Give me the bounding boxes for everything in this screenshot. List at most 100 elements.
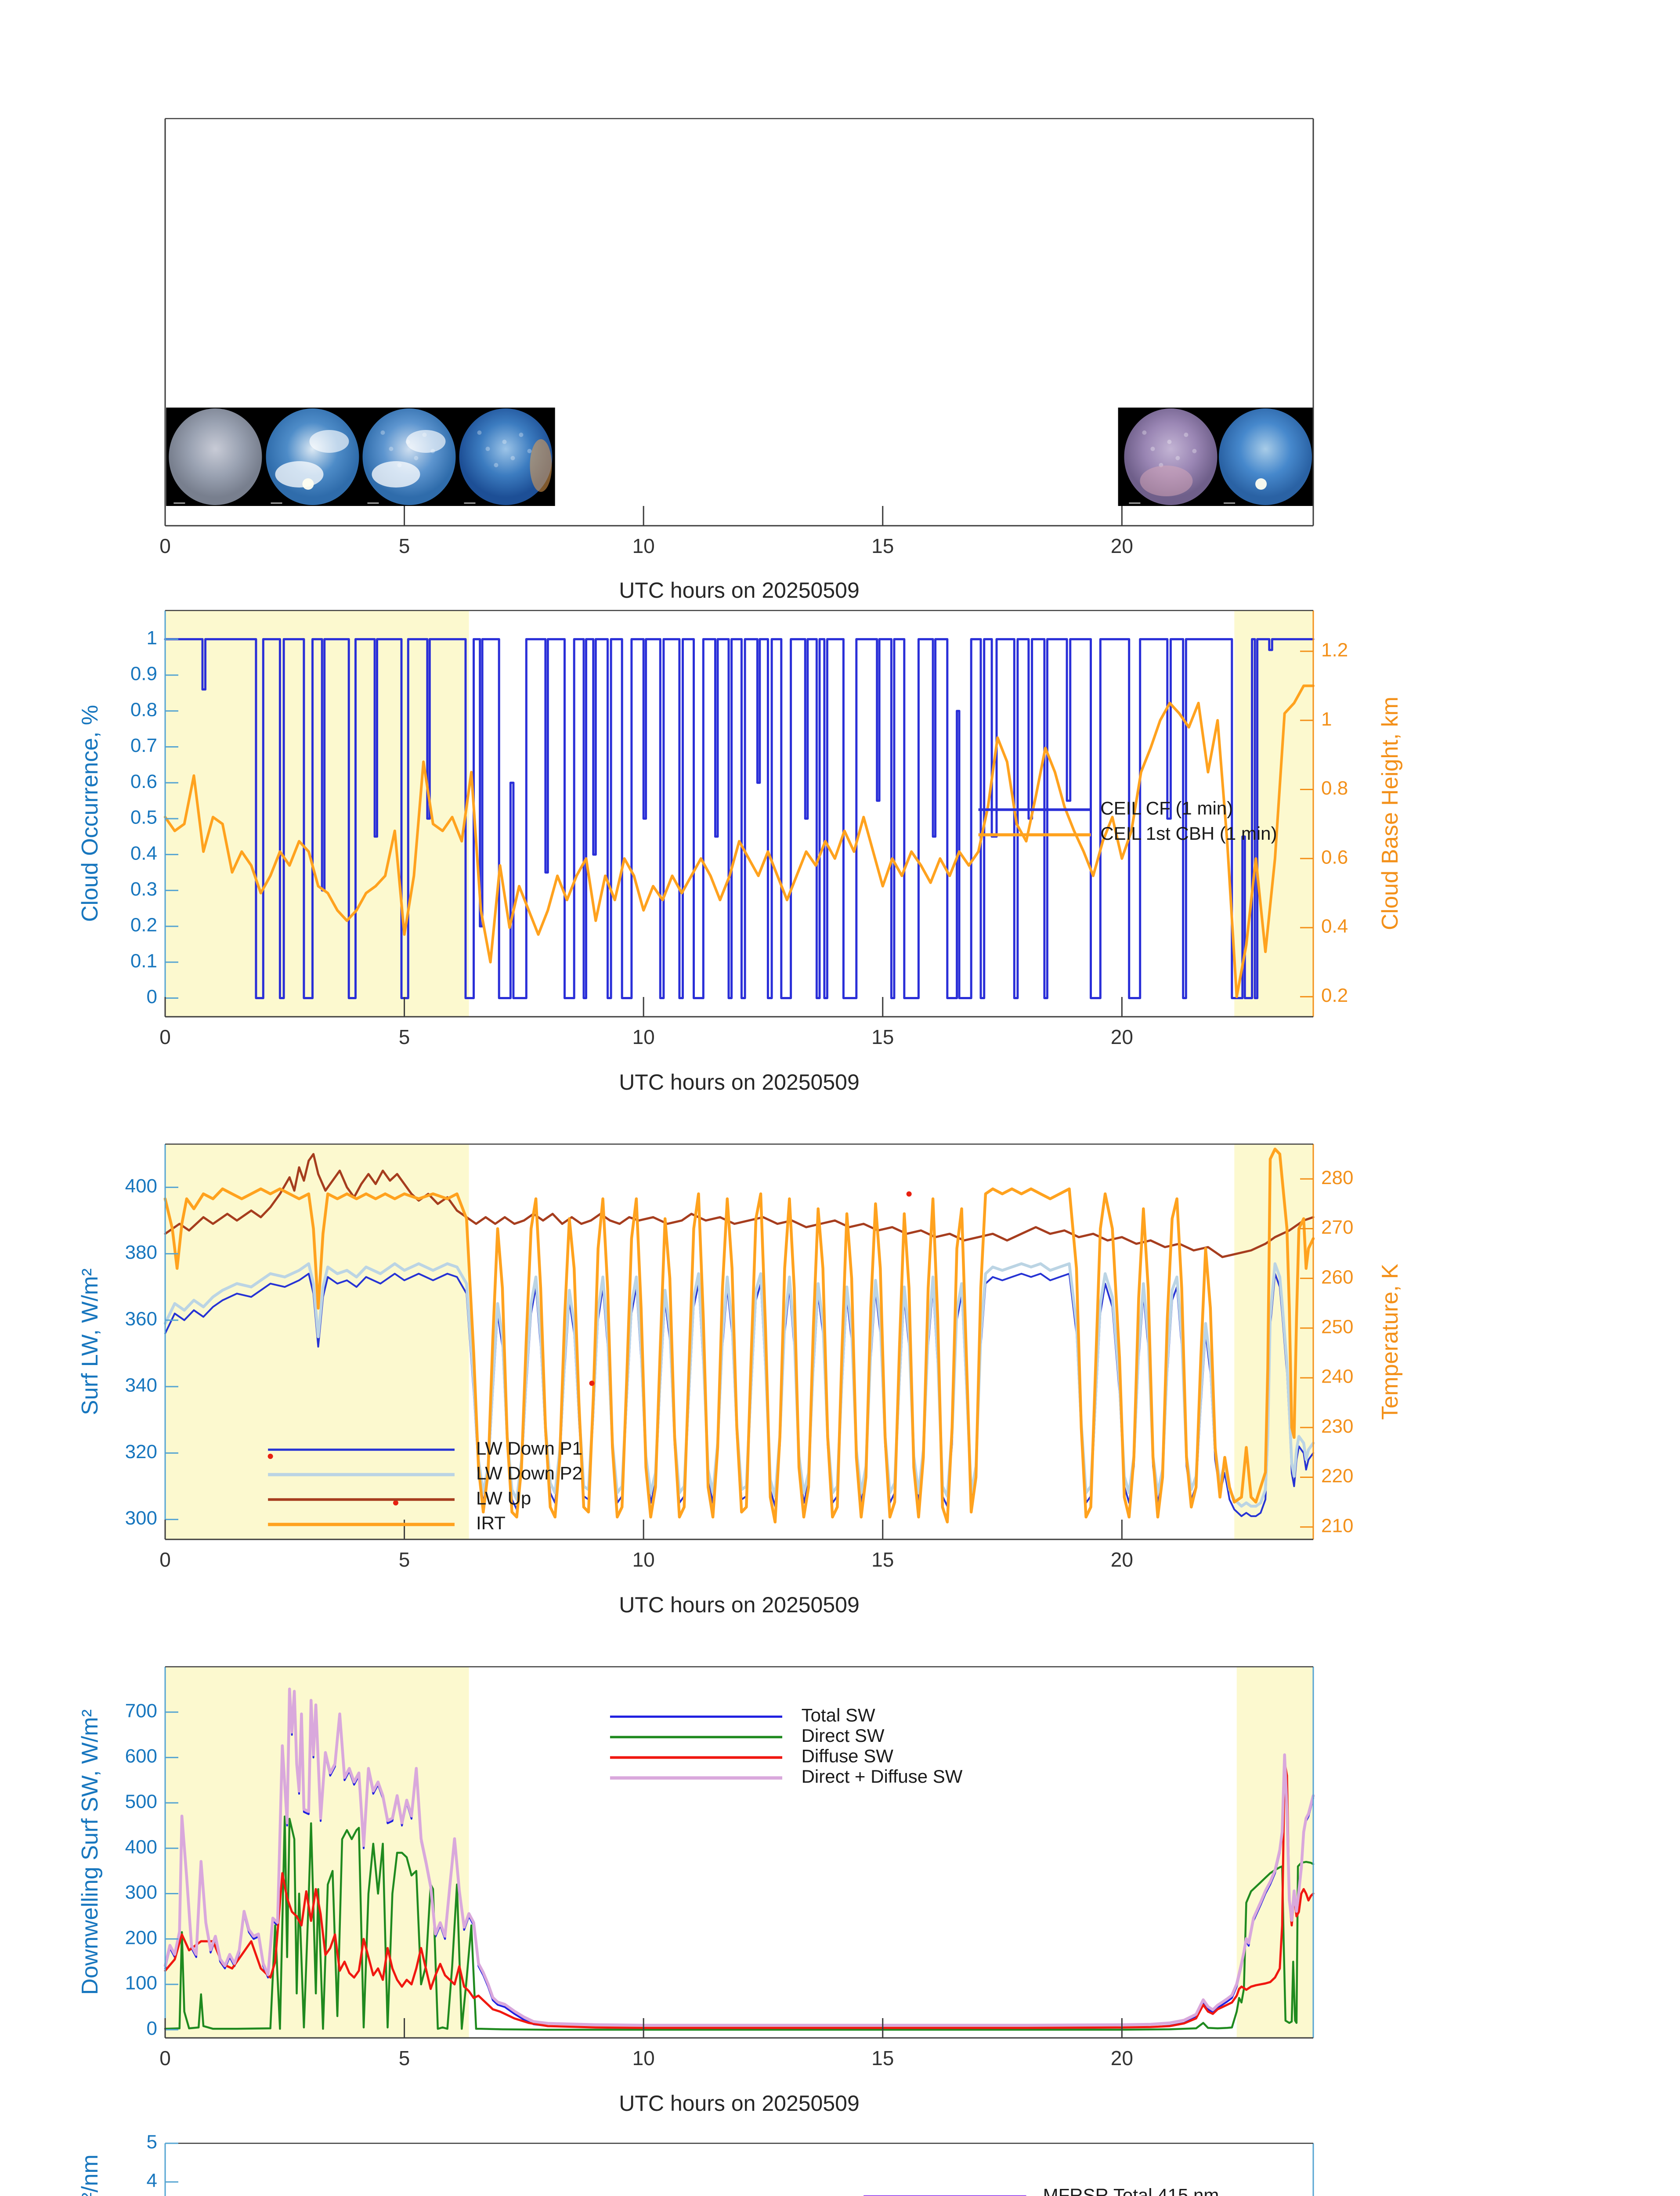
y-axis-label-cloud-base-height: Cloud Base Height, km — [1377, 697, 1403, 930]
droplet — [527, 449, 532, 453]
image-caption-mark — [367, 502, 379, 504]
y-tick-label: 200 — [125, 1927, 157, 1948]
x-tick-label: 20 — [1111, 1026, 1133, 1048]
x-axis-label: UTC hours on 20250509 — [619, 1070, 860, 1094]
droplet — [422, 433, 427, 437]
droplet — [1142, 430, 1147, 435]
series-ceil-cf-1-min — [164, 638, 1315, 999]
droplet — [1150, 447, 1155, 451]
droplet — [494, 463, 499, 467]
y-axis-label-surf-lw: Surf LW, W/m² — [77, 1268, 103, 1416]
x-tick-label: 15 — [871, 1026, 894, 1048]
droplet — [1167, 440, 1172, 444]
legend-label-direct-diffuse-sw: Direct + Diffuse SW — [802, 1766, 963, 1787]
sky-image-overcast — [169, 408, 262, 505]
y-tick-label: 0.9 — [130, 663, 157, 685]
x-tick-label: 20 — [1111, 1548, 1133, 1571]
sky-image-evening-blue — [1219, 408, 1312, 505]
series-diffuse-sw — [164, 1761, 1315, 2029]
droplet — [414, 456, 419, 460]
sunset-glow — [530, 439, 552, 492]
y-tick-label: 0.1 — [130, 950, 157, 972]
y-tick-label: 0.6 — [130, 771, 157, 792]
x-tick-label: 10 — [632, 535, 655, 557]
y-tick-label: 400 — [125, 1175, 157, 1197]
y2-tick-label: 250 — [1321, 1316, 1353, 1337]
x-tick-label: 10 — [632, 1026, 655, 1048]
dusk-glow — [1140, 466, 1193, 496]
y-tick-label: 300 — [125, 1507, 157, 1529]
x-tick-label: 5 — [399, 1026, 410, 1048]
y2-tick-label: 1.2 — [1321, 639, 1348, 661]
x-tick-label: 5 — [399, 1548, 410, 1571]
flag-dot — [267, 1453, 273, 1459]
x-tick-label: 5 — [399, 2047, 410, 2070]
droplet — [502, 440, 507, 444]
flag-dot — [589, 1380, 595, 1386]
legend-label-direct-sw: Direct SW — [802, 1725, 885, 1746]
y-tick-label: 5 — [147, 2131, 157, 2153]
y2-tick-label: 0.2 — [1321, 985, 1348, 1006]
cloud-patch — [275, 461, 324, 488]
legend-label-lw-down-p1: LW Down P1 — [476, 1438, 582, 1459]
legend-label-ceil-1st-cbh-1-min: CEIL 1st CBH (1 min) — [1100, 823, 1277, 844]
y-tick-label: 0 — [147, 2018, 157, 2039]
legend-label-diffuse-sw: Diffuse SW — [802, 1746, 894, 1766]
y2-tick-label: 0.4 — [1321, 916, 1348, 937]
x-axis-label: UTC hours on 20250509 — [619, 578, 860, 603]
sun-glint — [302, 478, 314, 490]
y-tick-label: 380 — [125, 1242, 157, 1263]
y-tick-label: 0.8 — [130, 699, 157, 720]
y-axis-label-cloud-occurrence: Cloud Occurrence, % — [77, 704, 103, 922]
droplet — [389, 447, 394, 451]
x-tick-label: 10 — [632, 2047, 655, 2070]
y-tick-label: 600 — [125, 1745, 157, 1767]
y-tick-label: 0.5 — [130, 807, 157, 828]
y-tick-label: 360 — [125, 1308, 157, 1329]
y-axis-label-downwelling-sw: Downwelling Surf SW, W/m² — [77, 1709, 103, 1995]
y2-tick-label: 220 — [1321, 1465, 1353, 1487]
series-direct-diffuse-sw — [163, 1687, 1315, 2027]
y-tick-label: 0 — [147, 986, 157, 1008]
droplet — [1192, 449, 1197, 453]
y2-tick-label: 0.6 — [1321, 846, 1348, 868]
y-tick-label: 340 — [125, 1375, 157, 1396]
y2-tick-label: 1 — [1321, 708, 1332, 730]
flag-dot — [906, 1191, 912, 1197]
x-tick-label: 15 — [871, 535, 894, 557]
y-tick-label: 0.3 — [130, 878, 157, 900]
legend-label-mfrsr-total-415-nm: MFRSR Total 415 nm — [1043, 2185, 1219, 2196]
y-tick-label: 1 — [147, 627, 157, 649]
droplet — [1175, 456, 1180, 460]
droplet — [1184, 433, 1189, 437]
cloud-patch — [372, 461, 420, 488]
droplet — [510, 456, 515, 460]
y-axis-label-narrowband: Downwelling Narrowband, W/m²/nm — [77, 2154, 103, 2196]
droplet — [430, 449, 435, 453]
x-axis-label: UTC hours on 20250509 — [619, 1593, 860, 1617]
y2-tick-label: 0.8 — [1321, 777, 1348, 799]
y-tick-label: 0.7 — [130, 735, 157, 756]
y-tick-label: 0.4 — [130, 842, 157, 864]
series-irt — [163, 1148, 1315, 1524]
x-tick-label: 15 — [871, 2047, 894, 2070]
x-tick-label: 15 — [871, 1548, 894, 1571]
x-tick-label: 20 — [1111, 535, 1133, 557]
sky-image-blue-clouds-sun — [266, 408, 359, 505]
x-tick-label: 0 — [159, 535, 171, 557]
droplet — [485, 447, 490, 451]
x-axis-label: UTC hours on 20250509 — [619, 2091, 860, 2116]
y-tick-label: 320 — [125, 1441, 157, 1463]
image-caption-mark — [173, 502, 185, 504]
droplet — [477, 430, 482, 435]
sky-image-deepblue-drops-glow — [459, 408, 553, 505]
y-tick-label: 100 — [125, 1972, 157, 1994]
y2-tick-label: 240 — [1321, 1366, 1353, 1387]
droplet — [405, 440, 410, 444]
legend-label-lw-up: LW Up — [476, 1488, 531, 1508]
image-caption-mark — [1129, 502, 1141, 504]
y2-tick-label: 210 — [1321, 1515, 1353, 1536]
image-caption-mark — [1224, 502, 1236, 504]
cloud-patch — [406, 430, 446, 453]
